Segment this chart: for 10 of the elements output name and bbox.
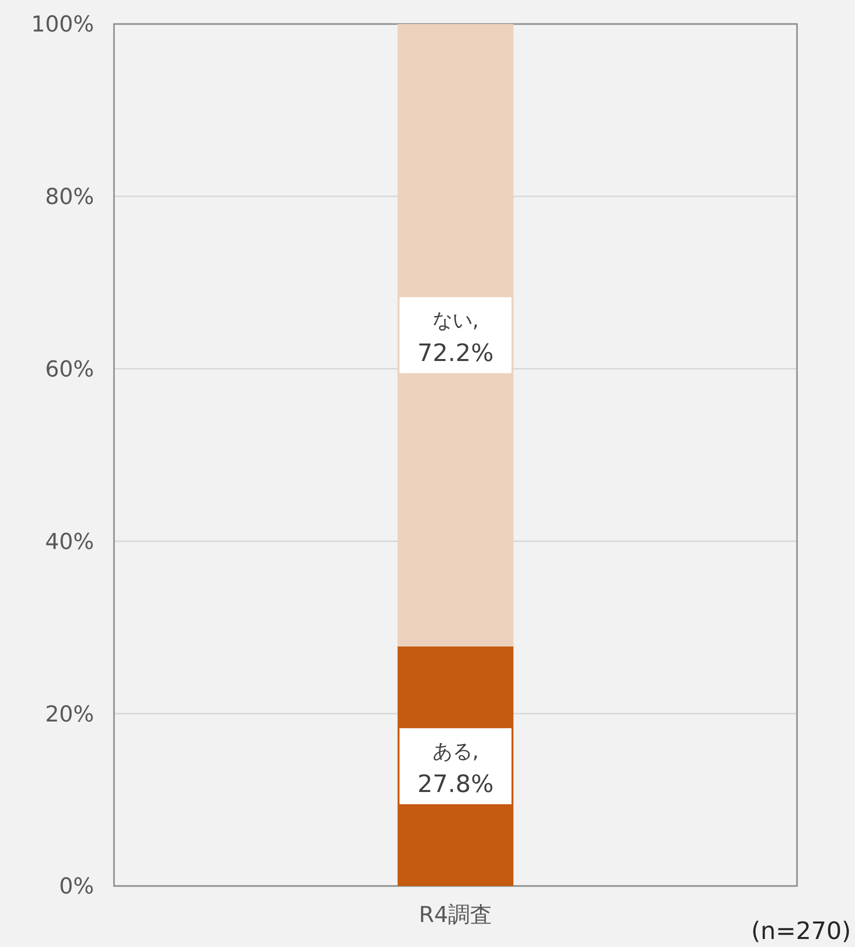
y-tick-label: 20% <box>45 702 94 728</box>
data-label: ない, 72.2% <box>417 308 494 368</box>
y-tick-label: 60% <box>45 358 94 382</box>
text: (n=270) <box>751 917 851 945</box>
y-tick-label: 0% <box>59 874 94 900</box>
y-tick-label: 40% <box>45 530 94 555</box>
x-tick-label: R4調査 <box>418 903 492 928</box>
y-tick-label: 80% <box>45 185 94 210</box>
data-label: ある, 27.8% <box>417 739 494 798</box>
y-tick-label: 100% <box>31 12 94 38</box>
